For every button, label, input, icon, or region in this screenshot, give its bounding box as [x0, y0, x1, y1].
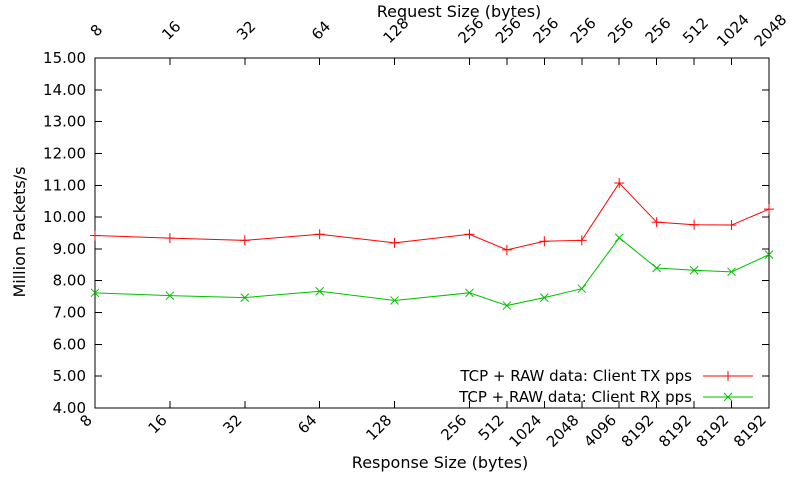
data-point-marker	[764, 250, 774, 259]
data-point-marker	[90, 288, 100, 298]
x-tick-label-bottom: 16	[144, 411, 170, 437]
data-point-marker	[614, 233, 624, 243]
data-point-marker	[577, 284, 587, 294]
x-tick-label-bottom: 8192	[730, 411, 770, 451]
x-tick-label-bottom: 32	[219, 411, 245, 437]
x-tick-label-bottom: 256	[437, 411, 470, 444]
data-point-marker	[465, 288, 474, 298]
x-tick-label-top: 1024	[713, 11, 753, 51]
x-tick-label-bottom: 512	[475, 411, 508, 444]
legend-marker	[723, 392, 733, 402]
x-tick-label-bottom: 8192	[618, 411, 658, 451]
data-point-marker	[390, 296, 399, 305]
top-axis-title: Request Size (bytes)	[376, 2, 542, 21]
x-tick-label-bottom: 2048	[543, 411, 583, 451]
x-axis-title: Response Size (bytes)	[351, 453, 529, 472]
y-tick-label: 9.00	[53, 240, 86, 258]
legend-label: TCP + RAW data: Client TX pps	[459, 367, 692, 385]
y-tick-label: 14.00	[43, 81, 86, 99]
data-point-marker	[539, 293, 549, 302]
x-tick-label-bottom: 128	[362, 411, 395, 444]
data-point-marker	[165, 291, 175, 301]
x-tick-label-bottom: 4096	[580, 411, 620, 451]
y-tick-label: 7.00	[53, 304, 86, 322]
x-tick-label-bottom: 8192	[655, 411, 695, 451]
data-point-marker	[502, 301, 512, 310]
y-tick-label: 4.00	[53, 399, 86, 417]
x-tick-label-top: 256	[567, 14, 600, 47]
series-line-0	[94, 182, 770, 251]
x-tick-label-top: 256	[642, 14, 675, 47]
series-line-1	[94, 237, 770, 307]
y-tick-label: 12.00	[43, 144, 86, 162]
x-tick-label-bottom: 1024	[505, 411, 545, 451]
y-tick-label: 5.00	[53, 367, 86, 385]
x-tick-label-top: 512	[679, 14, 712, 47]
x-tick-label-top: 2048	[751, 11, 791, 51]
y-tick-label: 6.00	[53, 335, 86, 353]
y-tick-label: 15.00	[43, 49, 86, 67]
x-tick-label-bottom: 8	[76, 411, 95, 430]
data-point-marker	[315, 286, 325, 296]
y-tick-label: 10.00	[43, 208, 86, 226]
legend-label: TCP + RAW data: Client RX pps	[458, 388, 692, 406]
data-point-marker	[689, 265, 699, 275]
y-tick-label: 13.00	[43, 113, 86, 131]
y-tick-label: 8.00	[53, 272, 86, 290]
y-axis-title: Million Packets/s	[10, 166, 29, 298]
data-point-marker	[652, 263, 662, 273]
x-tick-label-top: 32	[233, 17, 259, 43]
data-point-marker	[240, 293, 250, 302]
x-tick-label-bottom: 8192	[693, 411, 733, 451]
x-tick-label-top: 16	[158, 17, 184, 43]
data-point-marker	[727, 267, 736, 277]
x-tick-label-bottom: 64	[294, 411, 320, 437]
y-tick-label: 11.00	[43, 176, 86, 194]
x-tick-label-top: 256	[604, 14, 637, 47]
x-tick-label-top: 64	[308, 17, 334, 43]
plot-border	[94, 57, 770, 409]
x-tick-label-top: 8	[87, 21, 106, 40]
